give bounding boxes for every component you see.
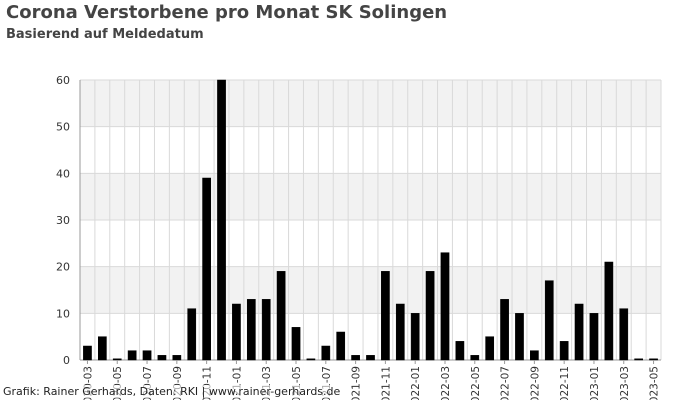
bar [291,327,301,361]
source-credit: Grafik: Rainer Gerhards, Daten: RKI | ww… [3,385,341,398]
bar [649,358,658,361]
bar [276,271,286,361]
bar [172,355,182,361]
bar [202,177,211,361]
bar [544,280,554,361]
bar [261,299,271,361]
bar [112,358,122,361]
grid-band [80,173,661,220]
x-tick-label: 2022-01 [410,366,422,400]
bar [634,358,644,361]
bar [246,299,256,361]
bar [395,303,405,361]
x-tick-label: 2021-09 [351,366,363,400]
x-tick-label: 2023-05 [649,366,661,400]
chart-title: Corona Verstorbene pro Monat SK Solingen [6,2,448,23]
bar [515,313,524,361]
y-tick-label: 60 [56,74,70,87]
x-tick-label: 2022-11 [559,366,571,400]
grid-band [80,80,661,127]
bar [127,350,137,361]
bar [604,261,614,361]
bar [425,271,435,361]
x-tick-label: 2022-09 [529,366,541,400]
bar [470,355,480,361]
bar [366,355,375,361]
x-tick-label: 2022-07 [500,366,512,400]
y-tick-label: 0 [63,354,70,367]
bar [336,331,346,361]
chart-subtitle: Basierend auf Meldedatum [6,27,204,42]
bar [500,299,509,361]
x-tick-label: 2023-01 [589,366,601,400]
bar [410,313,420,361]
bar [559,341,569,361]
y-tick-label: 50 [56,121,70,134]
y-tick-label: 20 [56,261,70,274]
y-tick-label: 10 [56,307,70,320]
x-tick-label: 2023-03 [619,366,631,400]
bar [619,308,629,361]
bar [381,271,390,361]
y-tick-label: 30 [56,214,70,227]
x-tick-label: 2022-05 [470,366,482,400]
y-tick-label: 40 [56,167,70,180]
bar [321,345,331,361]
bar [83,345,92,361]
bar [187,308,197,361]
bar [157,355,167,361]
bar [306,358,316,361]
bar [485,336,495,361]
grid-band [80,266,661,314]
bar [97,336,107,361]
bar [232,303,241,361]
bar [589,313,599,361]
bar [530,350,539,361]
x-tick-label: 2021-11 [380,366,392,400]
x-tick-label: 2022-03 [440,366,452,400]
bar [351,355,360,361]
bar [142,350,152,361]
bar [217,79,226,361]
bar [455,341,465,361]
bar [574,303,584,361]
bar [440,252,450,361]
